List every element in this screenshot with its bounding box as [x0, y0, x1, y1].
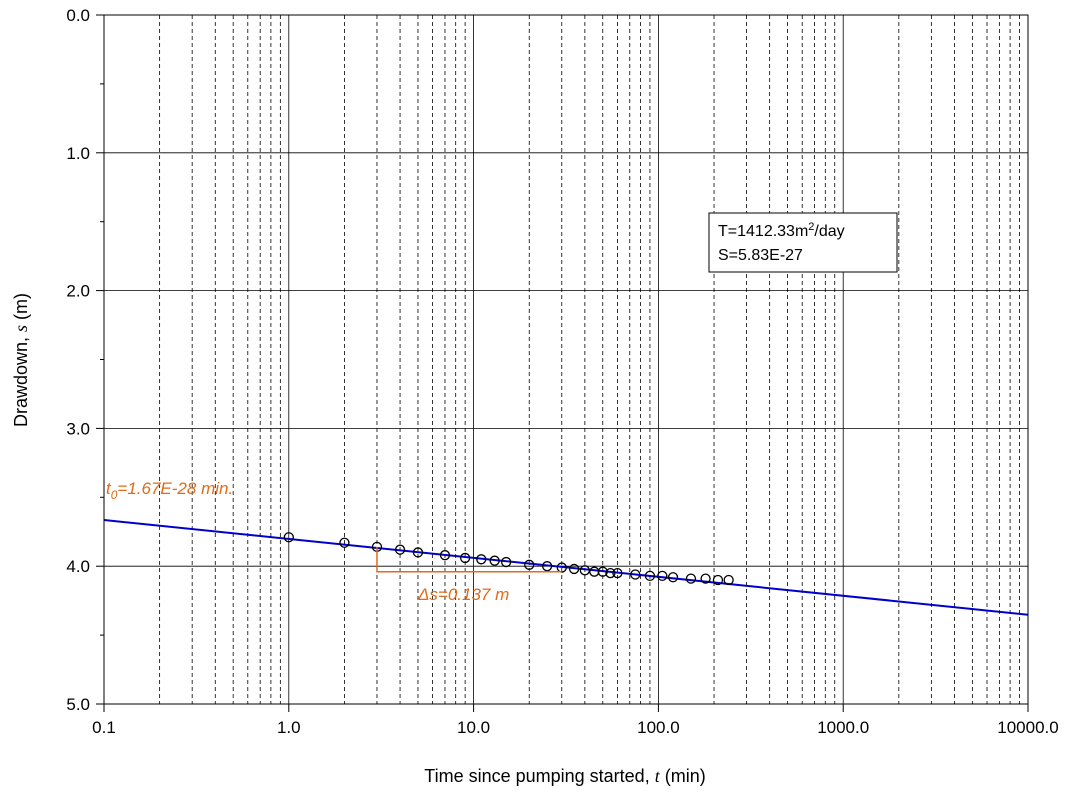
y-axis-title: Drawdown, s (m) [11, 293, 31, 427]
data-point [489, 555, 500, 566]
x-axis-title: Time since pumping started, t (min) [424, 766, 705, 786]
parameter-box: T=1412.33m2/day S=5.83E-27 [708, 212, 898, 273]
parameter-box-frame [708, 212, 898, 273]
x-tick-label: 1000.0 [817, 718, 869, 737]
y-tick-label: 2.0 [66, 282, 90, 301]
x-tick-label: 100.0 [637, 718, 680, 737]
data-point [500, 556, 512, 568]
x-tick-label: 10000.0 [997, 718, 1058, 737]
y-tick-label: 3.0 [66, 419, 90, 438]
plot-frame [103, 14, 1029, 705]
y-tick-label: 4.0 [66, 557, 90, 576]
data-point [541, 561, 553, 572]
data-point [612, 567, 623, 579]
data-point [439, 550, 451, 561]
transmissivity-label: T=1412.33m2/day [718, 221, 845, 240]
data-point [700, 573, 711, 584]
data-point [667, 572, 679, 583]
data-point [476, 554, 487, 565]
delta-s-label: Δs=0.137 m [417, 585, 509, 604]
storativity-label: S=5.83E-27 [718, 247, 803, 264]
data-point [412, 547, 424, 558]
data-point [283, 532, 294, 543]
axis-ticks: 0.1 1.0 10.0 100.0 1000.0 10000.0 0.0 1.0 2.0 3.0… [66, 6, 1058, 737]
data-point [644, 570, 656, 581]
data-point [597, 566, 608, 577]
x-tick-label: 1.0 [277, 718, 301, 737]
data-point [339, 537, 350, 548]
data-point [459, 552, 471, 564]
y-tick-label: 1.0 [66, 144, 90, 163]
data-point [630, 569, 641, 580]
t0-annotation: t0=1.67E-28 min. [106, 479, 233, 502]
x-tick-label: 10.0 [457, 718, 490, 737]
data-point [568, 563, 580, 575]
data-point [524, 559, 535, 570]
delta-s-bracket [376, 546, 562, 573]
data-point [723, 574, 734, 586]
data-point [394, 544, 406, 555]
x-tick-label: 0.1 [92, 718, 116, 737]
data-points [283, 532, 734, 586]
data-point [685, 573, 697, 584]
data-point [605, 567, 616, 579]
y-tick-label: 5.0 [66, 695, 90, 714]
y-tick-label: 0.0 [66, 6, 90, 25]
data-point [712, 574, 724, 586]
data-point [657, 570, 668, 581]
